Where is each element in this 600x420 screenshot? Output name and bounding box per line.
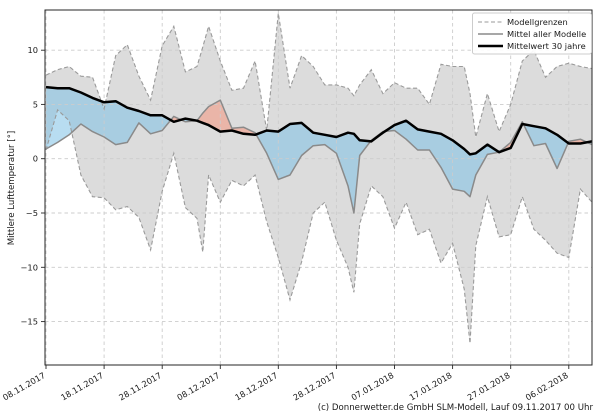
x-tick-label: 17.01.2018 — [407, 370, 453, 402]
below-normal-fill — [256, 122, 371, 213]
x-tick-label: 28.11.2017 — [117, 370, 163, 402]
legend-label-modellgrenzen: Modellgrenzen — [507, 17, 568, 27]
plot-area — [45, 10, 592, 365]
x-tick-label: 08.11.2017 — [1, 370, 47, 402]
chart-caption: (c) Donnerwetter.de GmbH SLM-Modell, Lau… — [318, 403, 594, 413]
legend: Modellgrenzen Mittel aller Modelle Mitte… — [472, 12, 592, 55]
y-tick-label: −10 — [20, 262, 38, 272]
gridlines — [45, 10, 592, 365]
plot-border — [44, 9, 593, 366]
x-tick-label: 07.01.2018 — [349, 370, 395, 402]
y-tick-label: 0 — [33, 154, 38, 164]
y-tick-label: −15 — [20, 317, 38, 327]
x-tick-label: 18.12.2017 — [233, 370, 279, 402]
y-tick-label: 5 — [33, 99, 38, 109]
x-tick-label: 06.02.2018 — [524, 370, 570, 402]
y-tick-label: 10 — [27, 45, 38, 55]
below-normal-fill — [46, 87, 171, 149]
y-axis-label: Mittlere Lufttemperatur [°] — [7, 131, 17, 246]
climate-mean-line — [45, 85, 592, 156]
model-range-band — [46, 13, 592, 344]
x-tick-label: 28.12.2017 — [291, 370, 337, 402]
y-tick-label: −5 — [26, 208, 38, 218]
legend-label-mittelwert-30-jahre: Mittelwert 30 jahre — [507, 41, 586, 51]
model-mean-line — [45, 99, 592, 214]
model-range-upper-edge — [45, 13, 592, 138]
x-tick-label: 18.11.2017 — [59, 370, 105, 402]
legend-box — [472, 12, 592, 55]
x-tick-label: 08.12.2017 — [175, 370, 221, 402]
chart-layers — [45, 10, 592, 365]
legend-label-mittel-aller-modelle: Mittel aller Modelle — [507, 29, 586, 39]
x-tick-label: 27.01.2018 — [466, 370, 512, 402]
